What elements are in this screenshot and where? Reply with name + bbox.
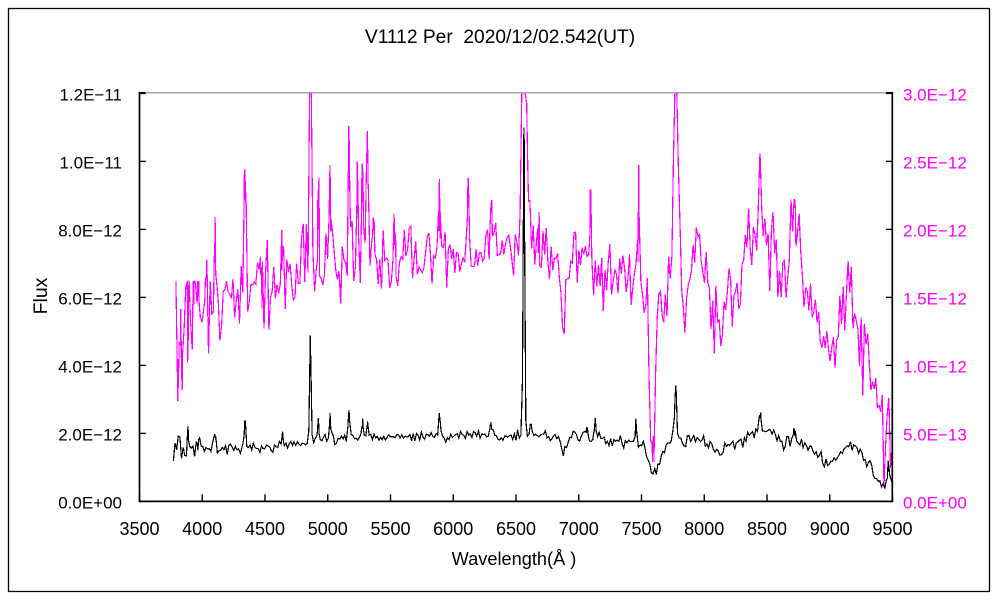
svg-text:1.0E−11: 1.0E−11 [59,154,122,173]
svg-text:9000: 9000 [810,519,850,539]
svg-text:8.0E−12: 8.0E−12 [58,222,122,241]
svg-text:2.5E−12: 2.5E−12 [903,154,967,173]
svg-text:6000: 6000 [433,519,473,539]
svg-text:4000: 4000 [182,519,222,539]
svg-text:2.0E−12: 2.0E−12 [903,222,967,241]
svg-text:Flux: Flux [30,277,52,314]
svg-text:3500: 3500 [119,519,159,539]
svg-text:V1112 Per 2020/12/02.542(UT): V1112 Per 2020/12/02.542(UT) [365,27,635,48]
svg-text:5000: 5000 [308,519,348,539]
svg-text:1.0E−12: 1.0E−12 [903,358,967,377]
svg-text:3.0E−12: 3.0E−12 [903,86,967,105]
svg-text:Wavelength(Å ): Wavelength(Å ) [452,549,577,569]
svg-text:6500: 6500 [496,519,536,539]
svg-text:2.0E−12: 2.0E−12 [58,426,122,445]
svg-text:8000: 8000 [684,519,724,539]
svg-text:6.0E−12: 6.0E−12 [58,290,122,309]
svg-text:8500: 8500 [747,519,787,539]
svg-text:1.2E−11: 1.2E−11 [59,86,122,105]
svg-text:0.0E+00: 0.0E+00 [58,494,122,513]
svg-text:0.0E+00: 0.0E+00 [903,494,967,513]
svg-text:1.5E−12: 1.5E−12 [903,290,967,309]
svg-text:5.0E−13: 5.0E−13 [903,426,967,445]
svg-text:4500: 4500 [245,519,285,539]
svg-text:7000: 7000 [559,519,599,539]
svg-text:9500: 9500 [872,519,912,539]
svg-text:4.0E−12: 4.0E−12 [58,358,122,377]
svg-text:7500: 7500 [621,519,661,539]
svg-text:5500: 5500 [370,519,410,539]
